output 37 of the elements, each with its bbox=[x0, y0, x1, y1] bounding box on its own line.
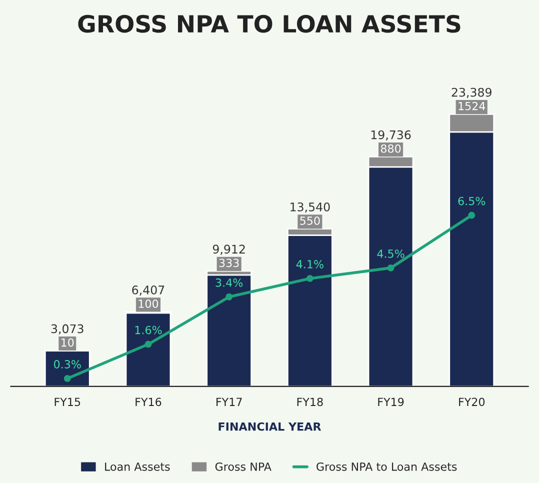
data-label: 1524 bbox=[458, 102, 486, 110]
total-label: 23,389 bbox=[452, 88, 492, 98]
x-axis-title: FINANCIAL YEAR bbox=[218, 422, 322, 431]
total-label: 3,073 bbox=[51, 324, 84, 334]
data-label: 10 bbox=[62, 338, 74, 347]
data-label: 550 bbox=[300, 216, 320, 225]
bar bbox=[44, 350, 90, 386]
x-tick-label: FY16 bbox=[136, 398, 162, 406]
total-label: 6,407 bbox=[132, 285, 164, 296]
data-label: 0.3% bbox=[54, 360, 81, 368]
x-tick-label: FY17 bbox=[216, 398, 242, 406]
data-label: 3.4% bbox=[216, 278, 243, 287]
point bbox=[387, 264, 394, 272]
data-label: 4.1% bbox=[296, 260, 324, 268]
x-tick-label: FY20 bbox=[459, 398, 485, 406]
x-tick-label: FY19 bbox=[378, 398, 404, 406]
point bbox=[306, 274, 314, 282]
point bbox=[468, 212, 476, 219]
data-label: 6.5% bbox=[458, 196, 486, 206]
legend-label: Loan Assets bbox=[105, 462, 170, 471]
point bbox=[226, 293, 233, 300]
bar bbox=[206, 274, 252, 386]
data-label: 1.6% bbox=[135, 326, 162, 334]
point bbox=[144, 340, 152, 348]
total-label: 9,912 bbox=[212, 244, 245, 255]
data-label: 333 bbox=[219, 258, 239, 268]
total-label: 13,540 bbox=[290, 202, 330, 213]
x-tick-label: FY18 bbox=[297, 398, 323, 406]
data-label: 4.5% bbox=[377, 249, 404, 258]
point bbox=[64, 375, 71, 382]
total-label: 19,736 bbox=[371, 130, 411, 140]
data-label: 880 bbox=[380, 144, 401, 153]
x-tick-label: FY15 bbox=[54, 398, 80, 406]
legend-label: Gross NPA bbox=[215, 462, 272, 471]
data-label: 100 bbox=[138, 300, 158, 308]
chart-title: GROSS NPA TO LOAN ASSETS bbox=[78, 14, 460, 33]
legend-label: Gross NPA to Loan Assets bbox=[316, 462, 457, 471]
